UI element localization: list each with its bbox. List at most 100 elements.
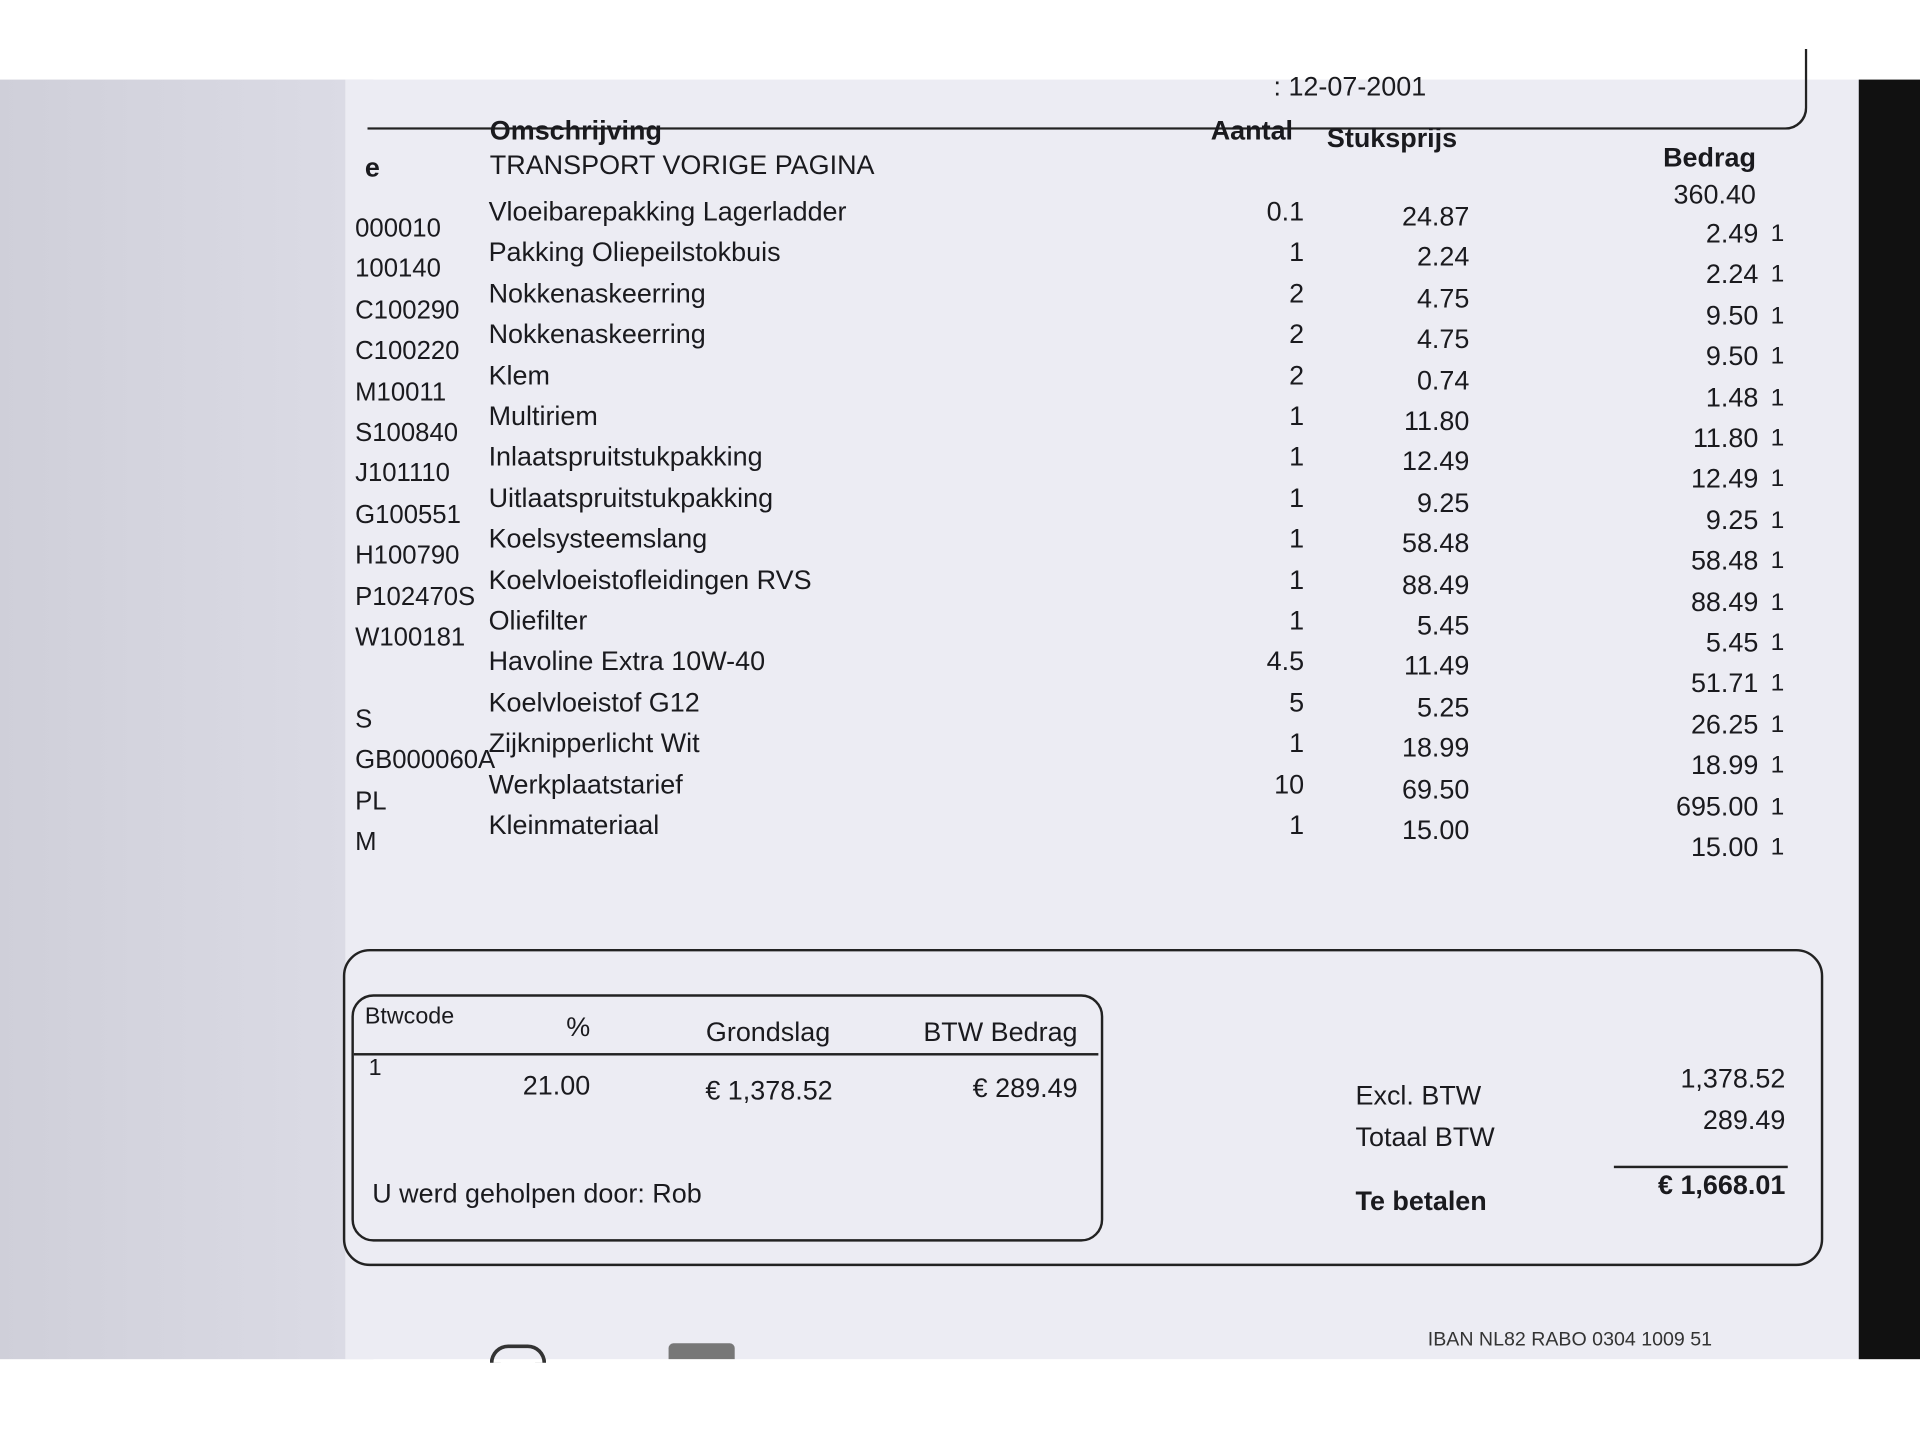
left-page	[0, 79, 374, 1360]
item-vat-code: 1	[1770, 752, 1785, 780]
item-quantity: 2	[1289, 318, 1305, 350]
item-vat-code: 1	[1770, 506, 1785, 534]
item-vat-code: 1	[1770, 424, 1785, 452]
item-amount: 1.48	[1705, 381, 1759, 413]
item-amount: 11.80	[1692, 422, 1759, 454]
item-unit-price: 15.00	[1401, 814, 1470, 845]
due-amount: € 1,668.01	[1657, 1169, 1786, 1201]
item-code: PL	[355, 786, 387, 816]
item-unit-price: 69.50	[1401, 773, 1470, 804]
item-description: Klem	[488, 359, 550, 391]
item-vat-code: 1	[1770, 547, 1785, 575]
item-quantity: 2	[1289, 359, 1305, 391]
item-amount: 2.24	[1705, 258, 1759, 290]
item-vat-code: 1	[1770, 670, 1785, 698]
item-description: Inlaatspruitstukpakking	[488, 441, 763, 472]
item-unit-price: 5.25	[1416, 691, 1470, 723]
item-code: C100220	[355, 336, 460, 366]
item-unit-price: 4.75	[1416, 323, 1470, 355]
item-code: S100840	[355, 418, 459, 447]
item-vat-code: 1	[1770, 588, 1785, 616]
item-unit-price: 9.25	[1416, 487, 1470, 518]
item-code: 100140	[355, 255, 441, 284]
description-header: Omschrijving	[489, 115, 662, 146]
item-unit-price: 18.99	[1401, 732, 1470, 764]
item-description: Werkplaatstarief	[488, 768, 683, 800]
item-unit-price: 88.49	[1401, 568, 1470, 600]
totals-frame	[342, 948, 1824, 1267]
item-quantity: 1	[1289, 809, 1305, 841]
item-vat-code: 1	[1770, 220, 1785, 248]
item-description: Vloeibarepakking Lagerladder	[488, 195, 847, 227]
price-header: Stuksprijs	[1326, 122, 1458, 154]
item-description: Koelvloeistofleidingen RVS	[488, 563, 812, 595]
item-vat-code: 1	[1770, 711, 1785, 739]
item-amount: 9.50	[1705, 299, 1759, 331]
iban: IBAN NL82 RABO 0304 1009 51	[1427, 1329, 1713, 1351]
vat-cell: € 1,378.52	[705, 1075, 833, 1106]
item-code: 000010	[355, 214, 441, 243]
item-amount: 88.49	[1690, 586, 1759, 617]
served-by: U werd geholpen door: Rob	[372, 1177, 702, 1209]
date: : 12-07-2001	[1273, 71, 1427, 102]
item-vat-code: 1	[1770, 833, 1785, 861]
item-quantity: 4.5	[1266, 645, 1305, 677]
item-description: Uitlaatspruitstukpakking	[488, 482, 774, 513]
item-description: Havoline Extra 10W-40	[488, 645, 766, 677]
header-frame	[367, 48, 1808, 130]
item-code: M	[355, 827, 377, 856]
item-unit-price: 11.49	[1403, 650, 1470, 682]
item-vat-code: 1	[1770, 465, 1785, 493]
item-vat-code: 1	[1770, 302, 1785, 330]
item-quantity: 1	[1289, 727, 1305, 759]
item-description: Pakking Oliepeilstokbuis	[488, 236, 781, 268]
item-description: Koelvloeistof G12	[488, 686, 700, 718]
vat-cell: € 289.49	[972, 1072, 1078, 1104]
item-quantity: 1	[1289, 236, 1305, 268]
item-code: GB000060A	[355, 745, 496, 775]
vat-column-header: BTW Bedrag	[923, 1016, 1078, 1047]
item-code: S	[355, 705, 373, 734]
invoice-paper	[345, 79, 1862, 1360]
item-description: Nokkenaskeerring	[488, 277, 706, 309]
item-quantity: 1	[1289, 482, 1305, 513]
item-vat-code: 1	[1770, 629, 1785, 657]
item-unit-price: 5.45	[1416, 609, 1470, 641]
item-amount: 58.48	[1690, 545, 1759, 576]
item-unit-price: 12.49	[1401, 446, 1470, 477]
vat-frame	[351, 994, 1104, 1242]
item-description: Zijknipperlicht Wit	[488, 727, 700, 759]
transport-amount: 360.40	[1673, 178, 1756, 210]
total-label: Totaal BTW	[1355, 1121, 1495, 1153]
vat-cell: 1	[368, 1055, 382, 1082]
item-unit-price: 2.24	[1416, 241, 1470, 273]
item-quantity: 0.1	[1266, 195, 1305, 227]
item-quantity: 1	[1289, 523, 1305, 554]
item-vat-code: 1	[1770, 383, 1785, 411]
item-quantity: 1	[1289, 400, 1305, 432]
item-unit-price: 24.87	[1401, 200, 1470, 232]
vat-cell: 21.00	[522, 1070, 591, 1101]
item-quantity: 2	[1289, 277, 1305, 309]
item-description: Nokkenaskeerring	[488, 318, 706, 350]
item-quantity: 1	[1289, 441, 1305, 472]
item-code: J101110	[355, 459, 450, 488]
total-value: 1,378.52	[1680, 1062, 1786, 1094]
binder-edge	[1858, 79, 1920, 1360]
item-unit-price: 58.48	[1401, 527, 1470, 559]
vat-column-header: Btwcode	[364, 1004, 455, 1030]
item-quantity: 5	[1289, 686, 1305, 718]
due-label: Te betalen	[1355, 1185, 1487, 1216]
item-amount: 2.49	[1705, 217, 1759, 249]
vat-column-header: Grondslag	[705, 1016, 831, 1047]
item-description: Multiriem	[488, 400, 598, 432]
qty-header: Aantal	[1210, 115, 1294, 146]
item-code: W100181	[355, 623, 466, 652]
item-quantity: 1	[1289, 604, 1305, 636]
item-unit-price: 0.74	[1416, 364, 1470, 396]
item-description: Oliefilter	[488, 604, 588, 636]
item-amount: 5.45	[1705, 626, 1759, 658]
item-amount: 51.71	[1690, 667, 1759, 699]
item-description: Kleinmateriaal	[488, 809, 660, 841]
